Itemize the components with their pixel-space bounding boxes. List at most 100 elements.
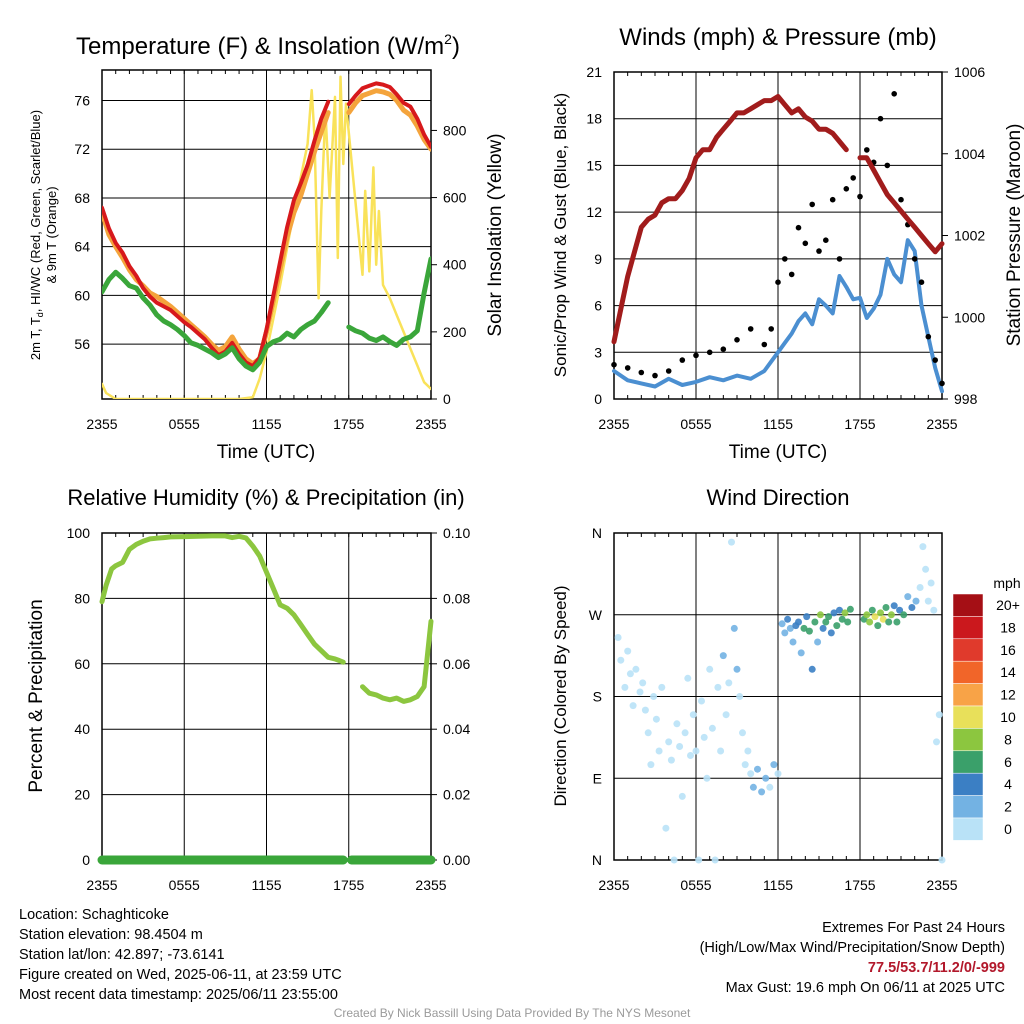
direction-point: [800, 624, 808, 632]
legend-label: 14: [1000, 664, 1016, 680]
direction-point: [662, 824, 670, 832]
gust-point: [939, 380, 945, 387]
direction-point: [789, 638, 797, 646]
x-tick-label: 2355: [86, 877, 117, 893]
direction-point: [841, 609, 849, 617]
x-tick-label: 2355: [415, 416, 446, 432]
direction-point: [933, 738, 940, 746]
direction-point: [874, 622, 882, 630]
y-axis-label-left: Percent & Precipitation: [26, 599, 47, 792]
gust-point: [891, 91, 897, 97]
legend-swatch: [952, 817, 984, 841]
direction-point: [827, 629, 835, 637]
direction-point: [786, 624, 794, 632]
y-axis-label: Direction (Colored By Speed): [551, 585, 570, 806]
direction-point: [863, 611, 871, 619]
direction-point: [833, 622, 841, 630]
y-axis-label-left: 2m T, Td, HI/WC (Red, Green, Scarlet/Blu…: [28, 110, 45, 360]
direction-point: [774, 770, 782, 778]
insolation-line: [102, 75, 431, 399]
legend-swatch: [952, 660, 984, 684]
y-tick-label: 56: [74, 336, 90, 352]
direction-point: [689, 711, 697, 719]
direction-point: [803, 613, 811, 621]
gust-point: [782, 256, 788, 262]
x-axis-label: Time (UTC): [729, 442, 828, 463]
direction-point: [877, 609, 884, 617]
legend-swatch: [952, 795, 984, 819]
right-tick-label: 1000: [954, 309, 985, 325]
direction-point: [781, 629, 789, 637]
direction-point: [893, 618, 901, 626]
direction-point: [647, 761, 655, 769]
x-tick-label: 0555: [169, 416, 200, 432]
x-tick-label: 1155: [251, 416, 281, 432]
direction-point: [695, 856, 703, 864]
right-tick-label: 400: [443, 257, 467, 273]
station-info: Location: Schaghticoke Station elevation…: [19, 905, 342, 1005]
gust-point: [932, 357, 938, 363]
y-tick-label: 76: [74, 92, 90, 108]
direction-point: [904, 593, 912, 601]
x-tick-label: 2355: [598, 877, 629, 893]
direction-point: [924, 597, 932, 605]
legend-swatch: [952, 638, 984, 662]
right-tick-label: 0: [443, 391, 451, 407]
right-tick-label: 600: [443, 190, 467, 206]
right-tick-label: 800: [443, 122, 467, 138]
direction-point: [711, 856, 719, 864]
legend-label: 10: [1000, 709, 1016, 725]
direction-point: [736, 693, 744, 700]
direction-point: [770, 761, 778, 769]
chart-title: Relative Humidity (%) & Precipitation (i…: [67, 485, 464, 510]
direction-point: [744, 747, 752, 755]
pressure-line: [611, 94, 945, 345]
direction-point: [887, 611, 895, 619]
y-tick-label: E: [593, 770, 602, 786]
direction-point: [754, 765, 761, 773]
x-axis-label: Time (UTC): [217, 442, 316, 463]
gust-point: [775, 279, 781, 286]
elevation-text: Station elevation: 98.4504 m: [19, 927, 203, 943]
legend-label: 8: [1004, 731, 1012, 747]
x-tick-label: 1155: [763, 416, 793, 432]
direction-point: [871, 613, 879, 621]
y-tick-label: 9: [594, 251, 602, 267]
direction-point: [844, 618, 852, 626]
direction-point: [762, 774, 770, 782]
direction-point: [700, 733, 708, 741]
gust-point: [734, 337, 740, 343]
direction-point: [614, 634, 622, 641]
humidity-line: [99, 533, 434, 704]
x-tick-label: 1755: [844, 416, 875, 432]
gust-point: [850, 175, 856, 181]
gust-point: [761, 341, 768, 348]
x-tick-label: 0555: [169, 877, 200, 893]
y-tick-label: 0: [594, 391, 602, 407]
direction-point: [655, 747, 663, 755]
direction-point: [885, 618, 893, 626]
direction-point: [626, 670, 634, 678]
legend-swatch: [952, 728, 984, 752]
gust-point: [864, 147, 870, 153]
gust-point: [720, 346, 727, 353]
gust-point: [925, 333, 932, 340]
gust-point: [816, 248, 822, 254]
right-tick-label: 0.08: [443, 590, 470, 606]
x-tick-label: 0555: [680, 877, 711, 893]
gust-point: [829, 196, 836, 203]
gust-point: [747, 326, 754, 332]
direction-point: [819, 624, 827, 632]
legend-swatch: [952, 750, 984, 774]
x-tick-label: 1155: [763, 877, 793, 893]
direction-point: [717, 747, 725, 755]
winds-panel: 2355 0555 1155 1755 2355 0 3 6 9 12 15 18 21 998 1000 1…: [551, 24, 1024, 463]
temperature-panel: 2355 0555 1155 1755 2355 56 60 64 68 72 76 0 200 400 6…: [28, 31, 506, 463]
y-tick-label: N: [592, 525, 602, 541]
y-tick-label: 68: [74, 190, 90, 206]
direction-point: [703, 774, 711, 782]
x-tick-label: 2355: [415, 877, 446, 893]
legend-label: 6: [1004, 754, 1012, 770]
direction-point: [650, 693, 658, 700]
direction-point: [667, 756, 675, 764]
